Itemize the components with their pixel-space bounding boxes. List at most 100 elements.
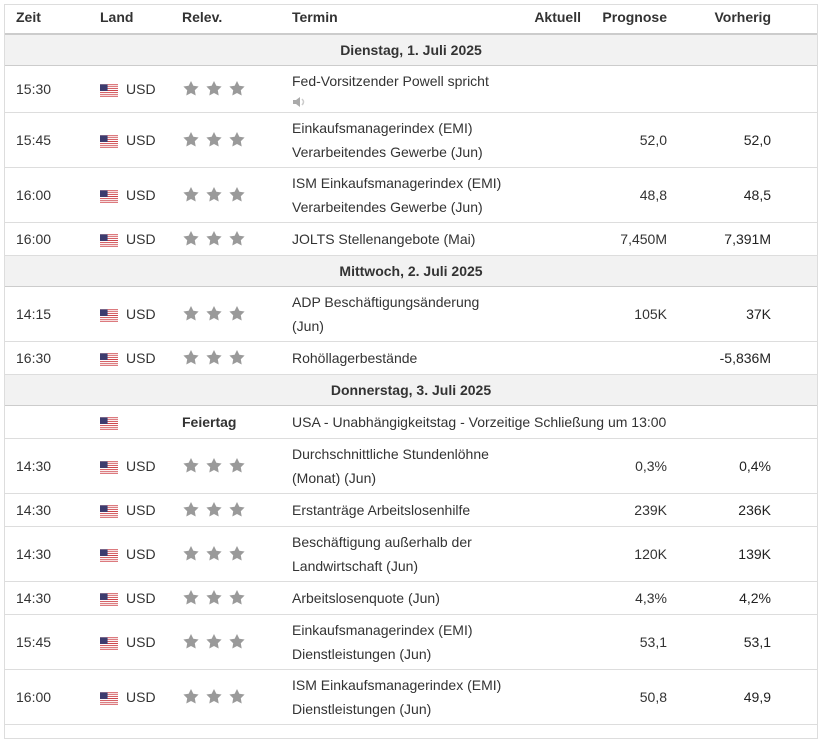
country: USD [100,112,180,168]
actual [525,286,581,342]
time: 14:30 [4,526,100,582]
event-text: Einkaufsmanagerindex (EMI) Verarbeitende… [292,120,483,160]
us-flag [100,461,118,474]
spacer [771,286,818,342]
previous: 236K [667,493,771,527]
spacer [771,614,818,670]
event-row: 14:30 USD Erstanträge Arbeitslosenhilfe 239… [4,493,818,527]
event-row: 16:00 USD JOLTS Stellenangebote (Mai) 7,450… [4,222,818,256]
header-row: Zeit Land Relev. Termin Aktuell Prognose… [4,4,818,35]
event-text: Fed-Vorsitzender Powell spricht [292,73,489,89]
event-row: 15:45 USD Einkaufsmanagerindex (EMI) Verar… [4,112,818,168]
forecast: 50,8 [581,669,667,725]
time: 16:00 [4,167,100,223]
forecast: 105K [581,286,667,342]
us-flag [100,549,118,562]
event-name: ADP Beschäftigungsänderung (Jun) [290,286,525,342]
forecast: 239K [581,493,667,527]
previous [667,65,771,113]
relevance-stars [183,187,245,202]
forecast: 48,8 [581,167,667,223]
relevance [180,581,290,615]
event-row: 14:30 USD Arbeitslosenquote (Jun) 4,3% 4,2% [4,581,818,615]
currency: USD [126,689,156,705]
holiday-label: Feiertag [180,405,290,439]
actual [525,65,581,113]
spacer [771,341,818,375]
time: 16:00 [4,669,100,725]
time: 14:30 [4,581,100,615]
previous: -5,836M [667,341,771,375]
time: 14:30 [4,438,100,494]
column-header: Termin [290,4,525,35]
forecast: 0,3% [581,438,667,494]
time: 15:45 [4,614,100,670]
spacer [771,669,818,725]
event-name: Einkaufsmanagerindex (EMI) Dienstleistun… [290,614,525,670]
forecast: 52,0 [581,112,667,168]
country: USD [100,581,180,615]
spacer [771,222,818,256]
relevance-stars [183,634,245,649]
event-row: 16:00 USD ISM Einkaufsmanagerindex (EMI) V… [4,167,818,223]
spacer [771,526,818,582]
actual [525,526,581,582]
currency: USD [126,132,156,148]
forecast [581,65,667,113]
forecast: 53,1 [581,614,667,670]
us-flag [100,637,118,650]
actual [525,112,581,168]
day-row: Dienstag, 1. Juli 2025 [4,34,818,66]
relevance-stars [183,306,245,321]
relevance [180,614,290,670]
event-text: Rohöllagerbestände [292,350,418,366]
previous: 53,1 [667,614,771,670]
us-flag [100,692,118,705]
forecast: 7,450M [581,222,667,256]
previous: 48,5 [667,167,771,223]
relevance-stars [183,231,245,246]
country [100,405,180,439]
country: USD [100,167,180,223]
event-text: JOLTS Stellenangebote (Mai) [292,231,476,247]
previous: 7,391M [667,222,771,256]
event-text: Durchschnittliche Stundenlöhne (Monat) (… [292,446,489,486]
forecast [581,341,667,375]
currency: USD [126,187,156,203]
country: USD [100,669,180,725]
country: USD [100,438,180,494]
spacer [771,112,818,168]
spacer [771,581,818,615]
country: USD [100,614,180,670]
previous: 139K [667,526,771,582]
country: USD [100,286,180,342]
relevance [180,286,290,342]
event-text: Erstanträge Arbeitslosenhilfe [292,502,471,518]
previous: 4,2% [667,581,771,615]
previous: 49,9 [667,669,771,725]
country: USD [100,526,180,582]
actual [525,614,581,670]
us-flag [100,234,118,247]
currency: USD [126,590,156,606]
holiday-event: USA - Unabhängigkeitstag - Vorzeitige Sc… [290,405,818,439]
event-text: Beschäftigung außerhalb der Landwirtscha… [292,534,472,574]
event-row: 15:45 USD Einkaufsmanagerindex (EMI) Diens… [4,614,818,670]
day-date: Dienstag, 1. Juli 2025 [4,34,818,66]
event-row: Feiertag USA - Unabhängigkeitstag - Vorze… [4,405,818,439]
country: USD [100,493,180,527]
currency: USD [126,81,156,97]
event-name: Beschäftigung außerhalb der Landwirtscha… [290,526,525,582]
spacer [771,167,818,223]
currency: USD [126,458,156,474]
column-header: Land [100,4,180,35]
relevance-stars [183,132,245,147]
us-flag [100,593,118,606]
event-text: ISM Einkaufsmanagerindex (EMI) Dienstlei… [292,677,502,717]
relevance-stars [183,590,245,605]
relevance-stars [183,81,245,96]
relevance [180,438,290,494]
speaker-icon [293,97,305,107]
relevance [180,341,290,375]
relevance [180,222,290,256]
